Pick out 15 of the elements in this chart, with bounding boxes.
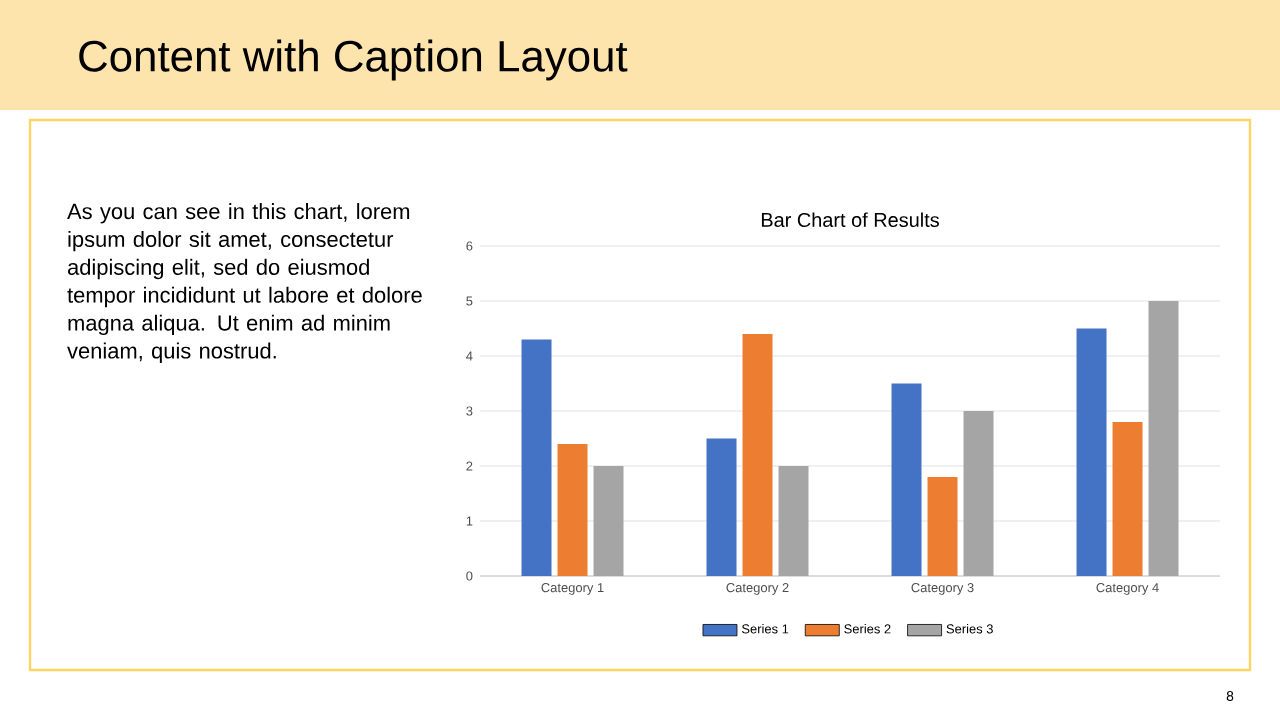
- bar: [521, 339, 552, 576]
- bar: [963, 411, 994, 576]
- bar: [891, 383, 922, 576]
- bar: [1112, 422, 1143, 576]
- text: Content with Caption Layout: [79, 39, 628, 81]
- bar: [706, 438, 737, 576]
- chart-title: Bar Chart of Results: [761, 212, 939, 228]
- bar: [1148, 301, 1179, 576]
- text: As you can see in this chart, lorem ipsum dolor sit amet, consectetur adipiscing elit, sed do eiusmod tempor incididunt ut labore et dolore magna aliqua. Ut enim ad minim veniam, quis nostrud.: [67, 203, 422, 363]
- bar: [742, 334, 773, 576]
- bar: [557, 444, 588, 576]
- bar: [778, 466, 809, 576]
- bar: [593, 466, 624, 576]
- bar: [1076, 328, 1107, 576]
- bar: [927, 477, 958, 576]
